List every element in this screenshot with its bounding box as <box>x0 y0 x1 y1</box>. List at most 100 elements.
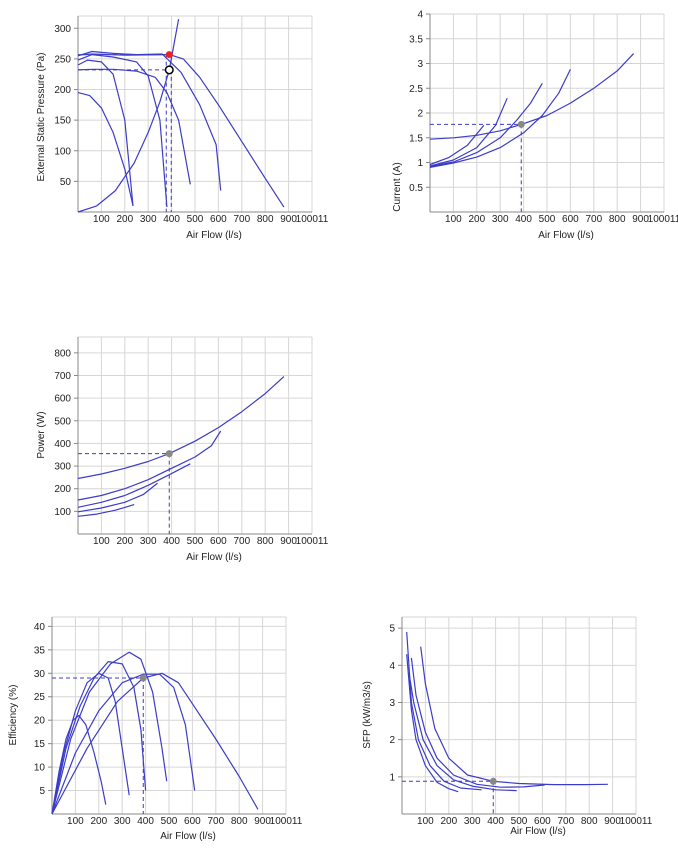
y-axis-label: Efficiency (%) <box>8 685 19 746</box>
x-tick-label: 200 <box>116 214 133 225</box>
series-curve-2 <box>406 631 482 791</box>
x-tick-label: 500 <box>161 816 178 827</box>
pressure-point-marker <box>165 51 173 59</box>
x-tick-label: 600 <box>534 816 551 827</box>
x-tick-label: 100011 <box>296 536 329 547</box>
chart-2-grid <box>430 13 665 212</box>
x-axis-label: Air Flow (l/s) <box>186 230 242 241</box>
y-tick-label: 150 <box>54 116 71 127</box>
x-tick-label: 400 <box>163 536 180 547</box>
x-tick-label: 100 <box>445 214 462 225</box>
y-tick-label: 400 <box>54 439 71 450</box>
series-curve-4 <box>429 82 543 168</box>
x-tick-label: 800 <box>609 214 626 225</box>
x-tick-label: 800 <box>581 816 598 827</box>
y-tick-label: 2 <box>389 735 395 746</box>
y-tick-label: 20 <box>34 716 46 727</box>
x-tick-label: 700 <box>585 214 602 225</box>
y-axis-label: Current (A) <box>392 162 403 211</box>
y-tick-label: 500 <box>54 416 71 427</box>
series-curve-2 <box>429 125 485 166</box>
y-axis-label: External Static Pressure (Pa) <box>36 53 47 182</box>
series-curve-1 <box>77 59 134 206</box>
y-axis-label: SFP (kW/m3/s) <box>362 681 373 749</box>
series-curve-4 <box>77 463 191 508</box>
x-tick-label: 500 <box>539 214 556 225</box>
x-axis-label: Air Flow (l/s) <box>160 831 216 842</box>
y-tick-label: 2.5 <box>409 84 423 95</box>
operating-point-marker <box>139 674 147 682</box>
x-tick-label: 600 <box>210 536 227 547</box>
y-tick-label: 300 <box>54 24 71 35</box>
chart-2-axes <box>426 13 664 213</box>
series-curve-5 <box>77 50 222 191</box>
x-axis-label: Air Flow (l/s) <box>538 230 594 241</box>
y-tick-label: 5 <box>389 624 395 635</box>
x-tick-label: 700 <box>557 816 574 827</box>
series-curve-5 <box>77 430 222 501</box>
x-tick-label: 300 <box>492 214 509 225</box>
operating-point-marker <box>517 120 525 128</box>
series-curve-1 <box>406 654 459 793</box>
x-tick-label: 400 <box>515 214 532 225</box>
y-tick-label: 50 <box>60 177 72 188</box>
y-tick-label: 5 <box>39 786 45 797</box>
x-tick-label: 500 <box>187 536 204 547</box>
series-curve-4 <box>51 651 168 815</box>
x-tick-label: 300 <box>140 214 157 225</box>
series-curve-3 <box>429 97 508 167</box>
x-tick-label: 100 <box>417 816 434 827</box>
series-curve-5 <box>429 69 571 168</box>
y-tick-label: 30 <box>34 669 46 680</box>
y-tick-label: 3 <box>389 698 395 709</box>
x-tick-label: 900 <box>254 816 271 827</box>
y-tick-label: 300 <box>54 462 71 473</box>
x-tick-label: 100 <box>93 214 110 225</box>
y-tick-label: 800 <box>54 348 71 359</box>
series-curve-1 <box>429 53 635 140</box>
series-curve-4 <box>77 68 191 185</box>
x-tick-label: 300 <box>114 816 131 827</box>
operating-point-marker <box>164 65 174 75</box>
operating-point-marker <box>489 777 497 785</box>
x-tick-label: 700 <box>207 816 224 827</box>
x-tick-label: 500 <box>511 816 528 827</box>
series-curve-5 <box>51 673 196 815</box>
series-curve-4 <box>410 657 545 788</box>
y-tick-label: 100 <box>54 146 71 157</box>
x-tick-label: 600 <box>562 214 579 225</box>
x-axis-label: Air Flow (l/s) <box>186 552 242 563</box>
y-tick-label: 35 <box>34 645 46 656</box>
chart-4-axes <box>48 617 286 815</box>
x-tick-label: 500 <box>187 214 204 225</box>
series-curve-6 <box>51 672 259 815</box>
y-tick-label: 4 <box>389 661 395 672</box>
x-tick-label: 900 <box>632 214 649 225</box>
x-tick-label: 100011 <box>620 816 653 827</box>
y-tick-label: 1 <box>389 772 395 783</box>
x-tick-label: 400 <box>137 816 154 827</box>
series-curve-3 <box>408 672 517 792</box>
series-curve-5 <box>420 646 608 786</box>
y-tick-label: 200 <box>54 85 71 96</box>
x-tick-label: 900 <box>604 816 621 827</box>
y-tick-label: 0.5 <box>409 183 423 194</box>
y-tick-label: 10 <box>34 763 46 774</box>
series-curve-1 <box>77 376 285 480</box>
x-tick-label: 300 <box>464 816 481 827</box>
chart-3-grid <box>78 336 313 534</box>
x-tick-label: 900 <box>280 536 297 547</box>
x-tick-label: 600 <box>210 214 227 225</box>
x-tick-label: 800 <box>257 536 274 547</box>
x-tick-label: 100 <box>93 536 110 547</box>
series-curve-2 <box>77 504 135 517</box>
y-tick-label: 1.5 <box>409 133 423 144</box>
series-curve-3 <box>51 661 147 815</box>
y-axis-label: Power (W) <box>36 411 47 458</box>
chart-1-axes <box>74 16 312 213</box>
